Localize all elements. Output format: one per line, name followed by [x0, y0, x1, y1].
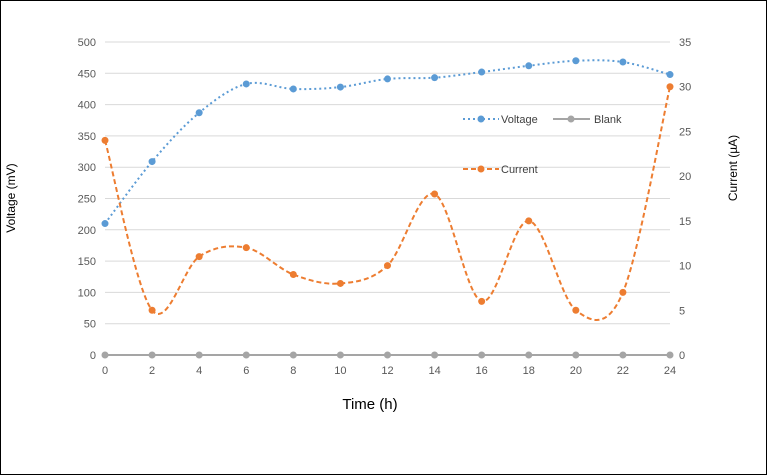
data-point-blank — [101, 351, 109, 359]
y-right-tick-label: 30 — [679, 82, 691, 94]
data-point-current — [478, 297, 486, 305]
x-tick-label: 20 — [570, 365, 582, 377]
series-voltage — [101, 57, 674, 228]
data-point-current — [431, 190, 439, 198]
data-point-blank — [148, 351, 156, 359]
data-point-current — [101, 136, 109, 144]
x-tick-label: 14 — [428, 365, 440, 377]
data-point-current — [195, 253, 203, 261]
series-line-current — [104, 86, 671, 321]
data-point-voltage — [525, 62, 533, 70]
data-point-voltage — [619, 58, 627, 66]
y-right-tick-label: 5 — [679, 305, 685, 317]
legend-item-current: Current — [463, 164, 538, 176]
x-tick-label: 12 — [381, 365, 393, 377]
x-tick-label: 22 — [617, 365, 629, 377]
y-right-tick-label: 10 — [679, 261, 691, 273]
data-point-current — [336, 279, 344, 287]
legend-label-voltage: Voltage — [501, 114, 538, 126]
x-tick-label: 0 — [102, 365, 108, 377]
x-tick-label: 24 — [664, 365, 676, 377]
legend-label-blank: Blank — [594, 114, 622, 126]
y-left-tick-label: 150 — [78, 256, 96, 268]
y-axis-right-title: Current (µA) — [726, 135, 740, 201]
y-left-tick-label: 100 — [78, 287, 96, 299]
data-point-current — [619, 288, 627, 296]
x-tick-label: 10 — [334, 365, 346, 377]
data-point-voltage — [195, 109, 203, 117]
data-point-voltage — [148, 158, 156, 166]
y-right-tick-label: 15 — [679, 216, 691, 228]
x-tick-label: 2 — [149, 365, 155, 377]
data-point-blank — [619, 351, 627, 359]
y-right-tick-label: 35 — [679, 37, 691, 49]
data-point-current — [289, 271, 297, 279]
y-left-tick-label: 350 — [78, 131, 96, 143]
data-point-blank — [525, 351, 533, 359]
legend: Voltage Blank Current — [463, 114, 622, 176]
data-point-blank — [478, 351, 486, 359]
data-point-voltage — [666, 71, 674, 79]
data-point-blank — [195, 351, 203, 359]
gridlines — [105, 41, 670, 356]
y-left-tick-label: 400 — [78, 100, 96, 112]
data-point-voltage — [242, 80, 250, 88]
series-layer — [101, 57, 674, 359]
y-left-tick-label: 50 — [84, 319, 96, 331]
y-left-tick-label: 200 — [78, 225, 96, 237]
data-point-voltage — [478, 68, 486, 76]
x-axis-title: Time (h) — [342, 396, 397, 413]
x-tick-label: 8 — [290, 365, 296, 377]
data-point-current — [242, 244, 250, 252]
data-point-blank — [572, 351, 580, 359]
data-point-blank — [666, 351, 674, 359]
data-point-blank — [289, 351, 297, 359]
data-point-current — [525, 217, 533, 225]
data-point-blank — [242, 351, 250, 359]
data-point-current — [384, 262, 391, 270]
data-point-blank — [384, 351, 391, 359]
y-left-tick-label: 500 — [78, 37, 96, 49]
data-point-voltage — [572, 57, 580, 65]
x-tick-label: 16 — [476, 365, 488, 377]
legend-item-blank: Blank — [553, 114, 622, 126]
x-tick-label: 4 — [196, 365, 202, 377]
data-point-blank — [336, 351, 344, 359]
data-point-blank — [431, 351, 439, 359]
data-point-voltage — [431, 74, 439, 82]
x-tick-label: 6 — [243, 365, 249, 377]
data-point-current — [666, 83, 674, 91]
data-point-voltage — [384, 75, 391, 83]
y-right-tick-label: 25 — [679, 126, 691, 138]
data-point-voltage — [289, 85, 297, 93]
data-point-current — [148, 306, 156, 314]
y-left-tick-label: 450 — [78, 68, 96, 80]
series-current — [101, 83, 674, 321]
y-left-tick-label: 300 — [78, 162, 96, 174]
y-right-tick-label: 0 — [679, 350, 685, 362]
series-line-voltage — [104, 59, 671, 225]
data-point-voltage — [101, 220, 109, 228]
data-point-voltage — [336, 83, 344, 91]
series-blank — [101, 351, 674, 359]
tick-labels: 0501001502002503003504004505000510152025… — [78, 37, 692, 377]
y-right-tick-label: 20 — [679, 171, 691, 183]
legend-label-current: Current — [501, 164, 538, 176]
data-point-current — [572, 306, 580, 314]
y-left-tick-label: 250 — [78, 194, 96, 206]
legend-item-voltage: Voltage — [463, 114, 538, 126]
y-axis-left-title: Voltage (mV) — [4, 163, 18, 232]
x-tick-label: 18 — [523, 365, 535, 377]
y-left-tick-label: 0 — [90, 350, 96, 362]
